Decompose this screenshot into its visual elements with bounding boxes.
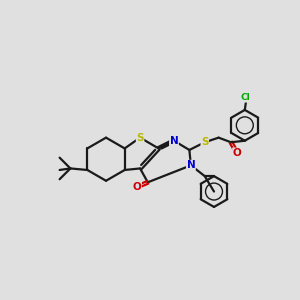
Text: N: N bbox=[187, 160, 195, 170]
Text: N: N bbox=[169, 136, 178, 146]
Text: S: S bbox=[136, 133, 144, 142]
Text: Cl: Cl bbox=[241, 93, 250, 102]
Text: O: O bbox=[133, 182, 141, 192]
Text: S: S bbox=[201, 137, 208, 147]
Text: O: O bbox=[233, 148, 242, 158]
